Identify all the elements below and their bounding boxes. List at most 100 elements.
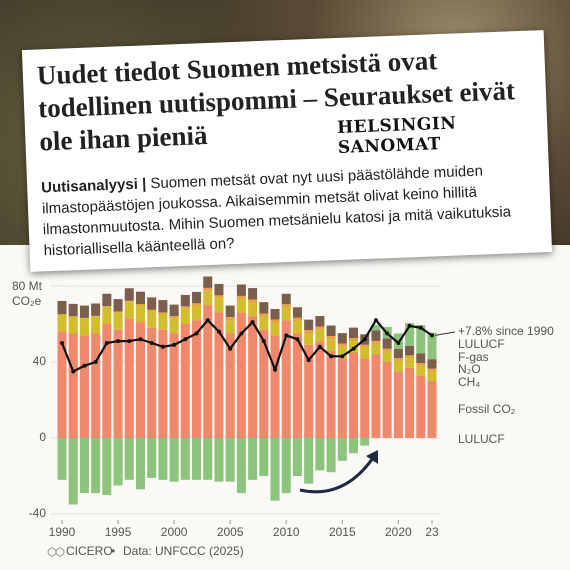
bar-segment bbox=[225, 333, 235, 438]
bar-segment bbox=[57, 438, 67, 480]
bar-segment bbox=[292, 438, 302, 476]
net-point bbox=[172, 342, 177, 347]
bar-segment bbox=[236, 295, 246, 300]
x-tick-label: 2005 bbox=[217, 525, 244, 539]
bar-segment bbox=[393, 361, 403, 372]
bar-segment bbox=[382, 362, 392, 438]
bar-segment bbox=[270, 335, 280, 438]
bar-segment bbox=[304, 438, 314, 484]
x-tick-label: 2010 bbox=[273, 525, 300, 539]
bar-segment bbox=[259, 329, 269, 438]
bar-segment bbox=[91, 315, 101, 317]
bar-segment bbox=[113, 438, 123, 486]
bar-segment bbox=[349, 438, 359, 454]
bar-segment bbox=[113, 312, 123, 330]
bar-segment bbox=[337, 333, 347, 344]
net-point bbox=[418, 325, 423, 330]
bar-segment bbox=[427, 371, 437, 381]
bar-segment bbox=[169, 438, 179, 482]
bar-segment bbox=[192, 305, 202, 321]
bar-segment bbox=[281, 307, 291, 321]
bar-segment bbox=[270, 323, 280, 336]
bar-segment bbox=[203, 290, 213, 305]
bar-segment bbox=[158, 314, 168, 330]
bar-segment bbox=[259, 317, 269, 330]
legend-label: CH₄ bbox=[458, 375, 480, 389]
bar-segment bbox=[236, 312, 246, 438]
bar-segment bbox=[236, 299, 246, 313]
bar-segment bbox=[169, 304, 179, 317]
bar-segment bbox=[203, 276, 213, 288]
bar-segment bbox=[281, 304, 291, 308]
net-point bbox=[261, 339, 266, 344]
net-line bbox=[60, 318, 433, 374]
x-tick-label: 1990 bbox=[49, 525, 76, 539]
bar-segment bbox=[337, 343, 347, 347]
bar-segment bbox=[79, 318, 89, 336]
bar-segment bbox=[147, 438, 157, 478]
bar-segment bbox=[382, 348, 392, 352]
bar-segment bbox=[214, 312, 224, 438]
bar-segment bbox=[91, 438, 101, 494]
net-point bbox=[104, 341, 109, 345]
bar-segment bbox=[371, 354, 381, 438]
bar-segment bbox=[315, 438, 325, 471]
bar-segment bbox=[292, 307, 302, 318]
net-point bbox=[373, 318, 378, 323]
bar-segment bbox=[91, 316, 101, 334]
bar-segment bbox=[169, 333, 179, 438]
bar-segment bbox=[393, 348, 403, 359]
bar-segment bbox=[259, 313, 269, 318]
bar-segment bbox=[281, 438, 291, 494]
bar-segment bbox=[102, 306, 112, 307]
bar-segment bbox=[337, 438, 347, 461]
bar-segment bbox=[79, 305, 89, 318]
bar-segment bbox=[405, 358, 415, 368]
bar-segment bbox=[270, 438, 280, 501]
brand: HELSINGIN SANOMAT bbox=[336, 113, 457, 159]
bar-segment bbox=[405, 355, 415, 359]
bar-segment bbox=[304, 333, 314, 345]
net-point bbox=[273, 367, 278, 372]
bar-segment bbox=[248, 299, 258, 304]
bar-segment bbox=[360, 344, 370, 348]
bar-segment bbox=[416, 375, 426, 438]
bar-segment bbox=[192, 291, 202, 304]
bar-segment bbox=[427, 381, 437, 438]
bar-segment bbox=[68, 316, 78, 334]
bar-segment bbox=[315, 316, 325, 327]
bar-segment bbox=[281, 293, 291, 305]
label: Uutisanalyysi | bbox=[40, 175, 147, 197]
bar-segment bbox=[371, 340, 381, 344]
bar-segment bbox=[382, 338, 392, 349]
bar-segment bbox=[292, 321, 302, 334]
net-point bbox=[396, 341, 401, 345]
net-point bbox=[317, 344, 322, 349]
x-tick-label: 2020 bbox=[385, 525, 412, 539]
bar-segment bbox=[214, 438, 224, 482]
bar-segment bbox=[169, 318, 179, 334]
bar-segment bbox=[236, 438, 246, 494]
net-point bbox=[407, 323, 412, 328]
bar-segment bbox=[135, 438, 145, 490]
bar-segment bbox=[259, 438, 269, 476]
bar-segment bbox=[326, 438, 336, 473]
bar-segment bbox=[326, 350, 336, 438]
bar-segment bbox=[147, 297, 157, 310]
x-tick-label: 2000 bbox=[161, 525, 188, 539]
bar-segment bbox=[326, 335, 336, 340]
net-point bbox=[340, 354, 345, 359]
lead: Uutisanalyysi | Suomen metsät ovat nyt u… bbox=[41, 158, 544, 261]
net-point bbox=[82, 363, 87, 368]
bar-segment bbox=[79, 335, 89, 438]
bar-segment bbox=[416, 353, 426, 363]
bar-segment bbox=[248, 288, 258, 300]
bar-segment bbox=[371, 343, 381, 355]
bar-segment bbox=[382, 351, 392, 362]
bar-segment bbox=[180, 306, 190, 309]
bar-segment bbox=[292, 333, 302, 438]
bar-segment bbox=[315, 329, 325, 342]
net-point bbox=[295, 337, 300, 342]
net-point bbox=[239, 331, 244, 336]
